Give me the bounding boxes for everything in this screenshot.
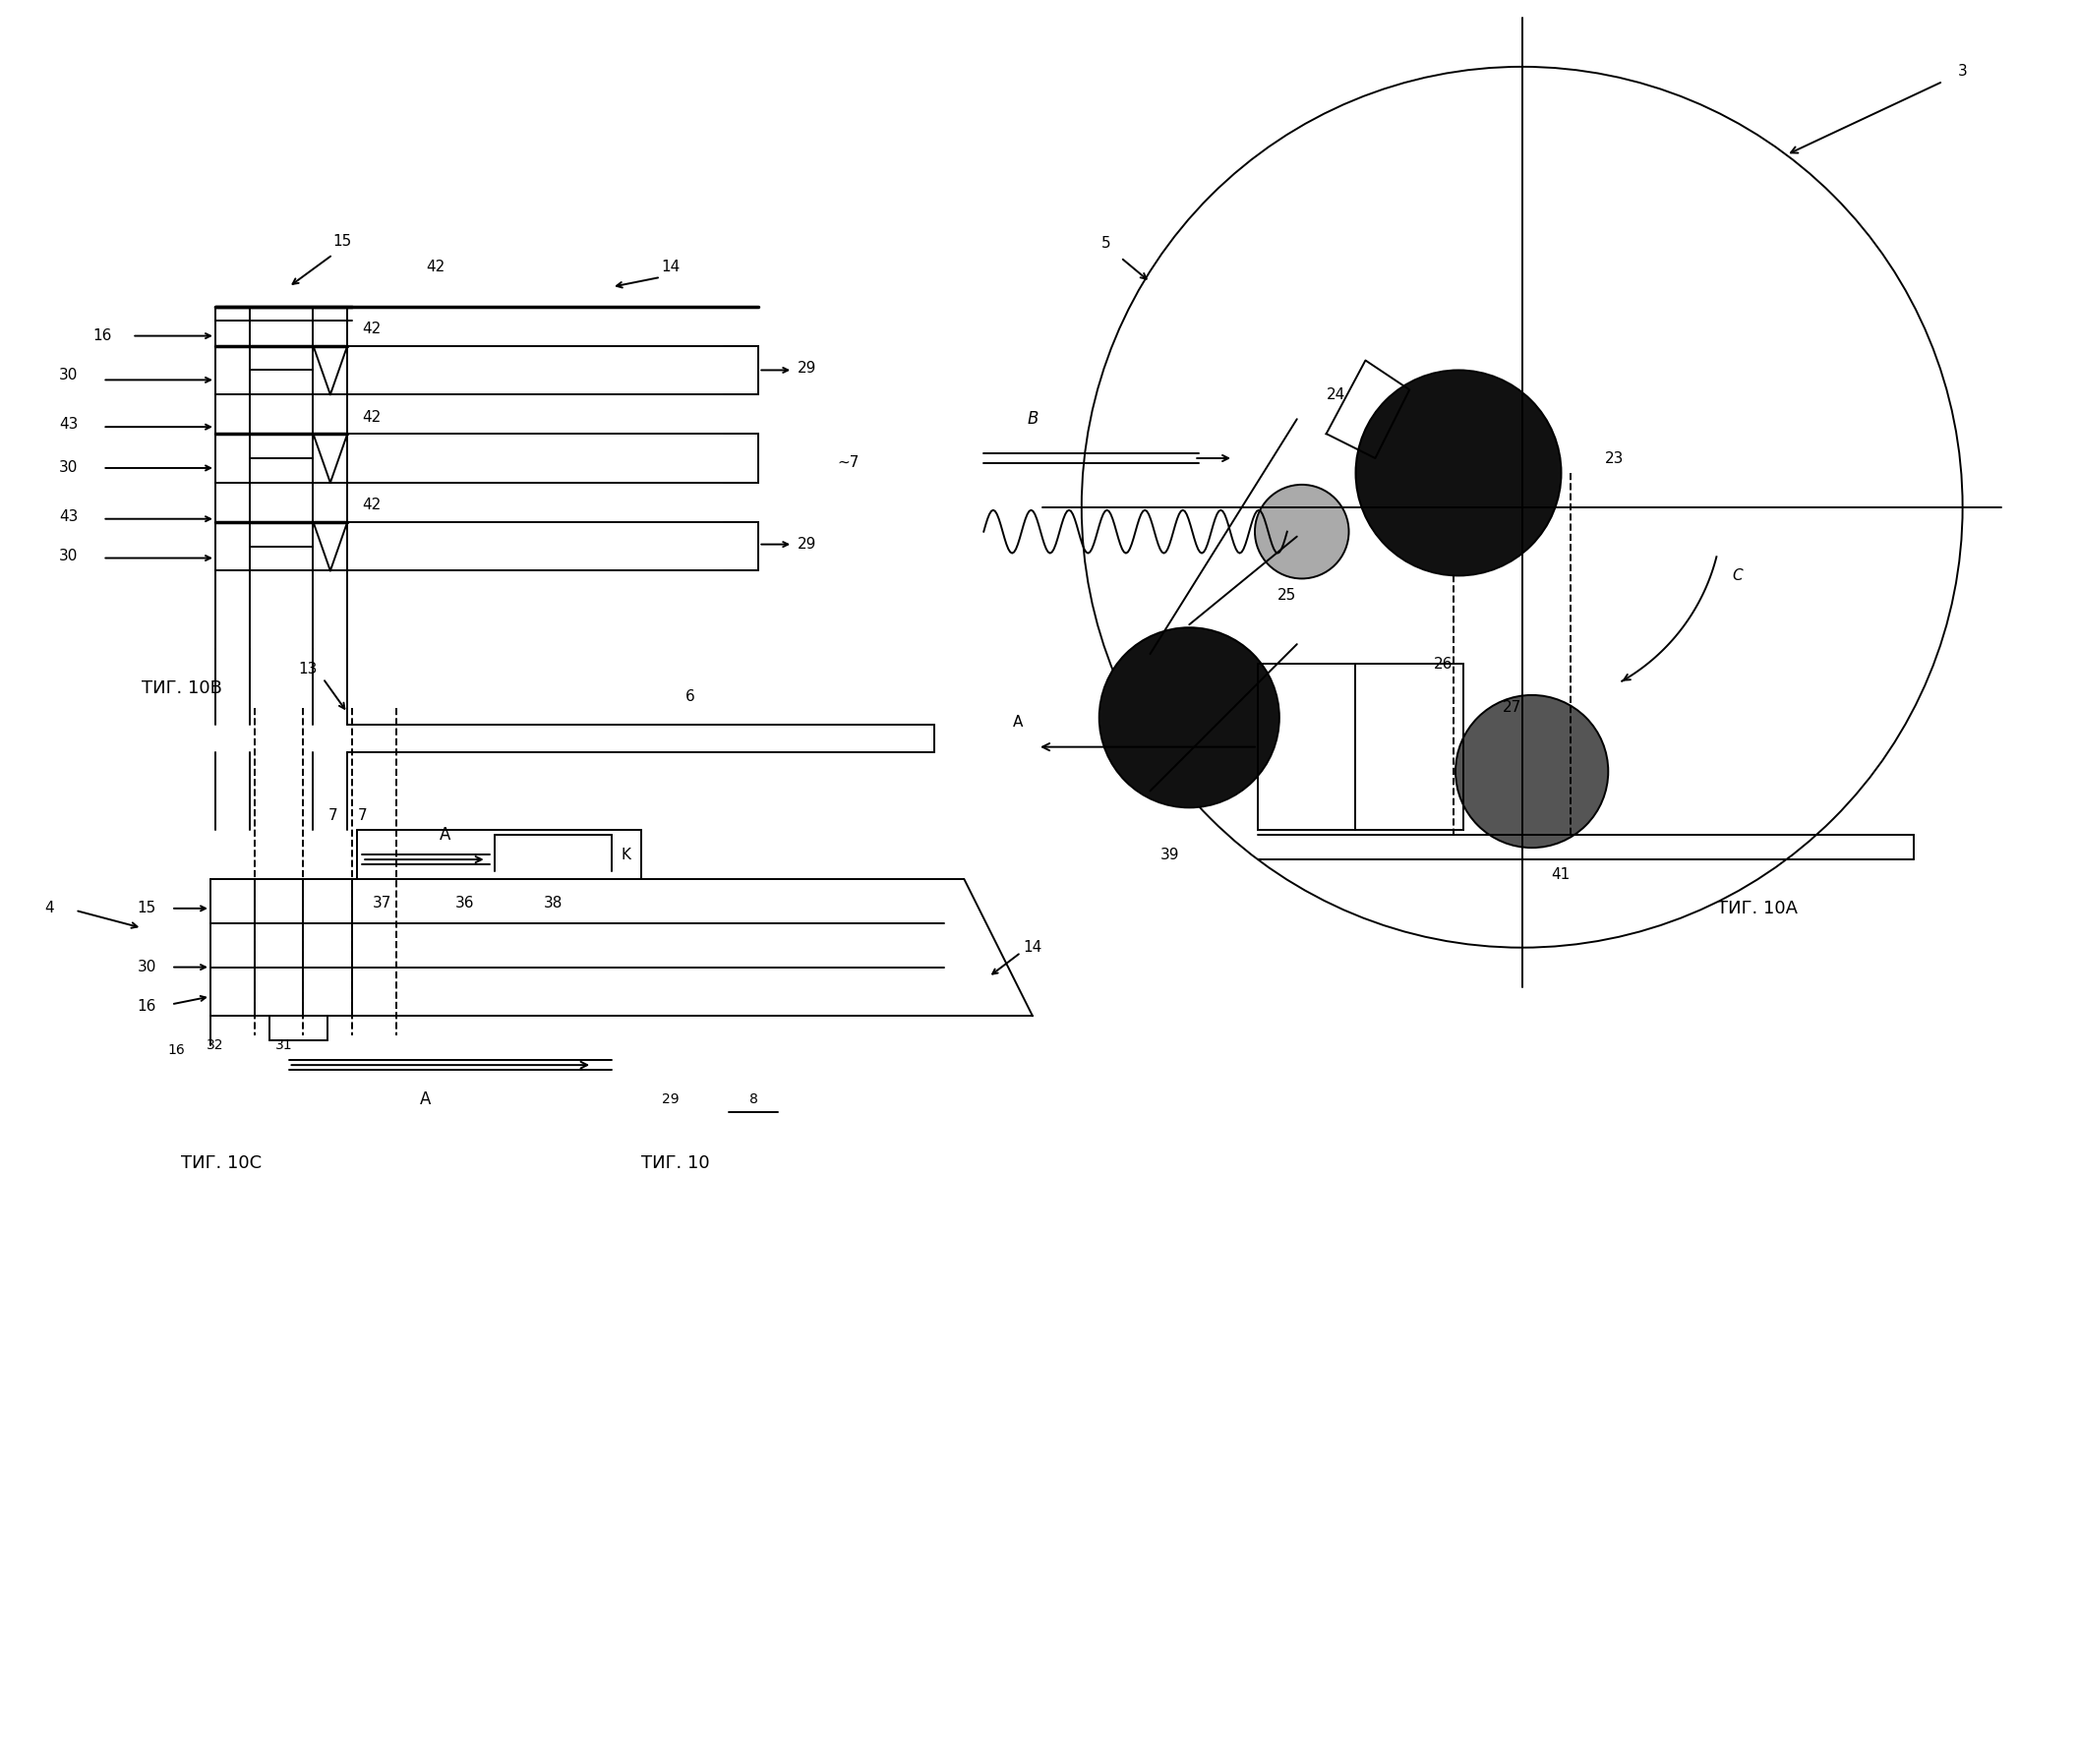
Text: 41: 41 bbox=[1552, 866, 1571, 882]
Text: 7: 7 bbox=[328, 808, 337, 822]
Text: 4: 4 bbox=[44, 901, 54, 916]
Text: 29: 29 bbox=[661, 1092, 680, 1106]
Text: 26: 26 bbox=[1434, 656, 1453, 670]
Text: 31: 31 bbox=[274, 1039, 293, 1053]
Text: 43: 43 bbox=[58, 510, 79, 524]
Text: A: A bbox=[420, 1090, 432, 1108]
Text: B: B bbox=[1027, 411, 1039, 429]
Text: 42: 42 bbox=[362, 321, 380, 337]
Text: 30: 30 bbox=[58, 460, 79, 475]
Text: 6: 6 bbox=[686, 690, 694, 704]
Text: 5: 5 bbox=[1101, 236, 1112, 250]
Text: 32: 32 bbox=[206, 1039, 224, 1053]
Text: 37: 37 bbox=[372, 896, 391, 910]
Text: 30: 30 bbox=[58, 549, 79, 563]
Text: 16: 16 bbox=[168, 1044, 185, 1057]
Text: 23: 23 bbox=[1606, 452, 1625, 466]
Text: A: A bbox=[441, 826, 451, 843]
Text: 16: 16 bbox=[94, 328, 112, 344]
Text: 42: 42 bbox=[362, 409, 380, 425]
Circle shape bbox=[1255, 485, 1349, 579]
Text: 7: 7 bbox=[357, 808, 368, 822]
Text: 15: 15 bbox=[332, 233, 351, 249]
Circle shape bbox=[1099, 628, 1280, 808]
Text: K: K bbox=[621, 847, 632, 863]
Text: C: C bbox=[1733, 568, 1743, 584]
Text: 14: 14 bbox=[1022, 940, 1041, 954]
Text: 29: 29 bbox=[798, 536, 817, 552]
Circle shape bbox=[1355, 370, 1561, 575]
Text: 42: 42 bbox=[362, 497, 380, 513]
Text: 25: 25 bbox=[1278, 587, 1297, 603]
Text: 15: 15 bbox=[137, 901, 156, 916]
Text: 14: 14 bbox=[661, 259, 680, 275]
Text: 39: 39 bbox=[1160, 847, 1180, 863]
Text: 3: 3 bbox=[1957, 64, 1968, 79]
Text: 13: 13 bbox=[299, 662, 318, 676]
Text: ~7: ~7 bbox=[837, 455, 858, 471]
Text: A: A bbox=[1012, 714, 1022, 730]
Bar bbox=[1257, 663, 1463, 831]
Text: 27: 27 bbox=[1502, 700, 1521, 714]
Text: ΤИГ. 10: ΤИГ. 10 bbox=[642, 1154, 709, 1171]
Text: 16: 16 bbox=[137, 998, 156, 1014]
Text: 30: 30 bbox=[58, 367, 79, 383]
Text: 8: 8 bbox=[750, 1092, 758, 1106]
Text: 42: 42 bbox=[426, 259, 445, 275]
Text: ΤИГ. 10С: ΤИГ. 10С bbox=[181, 1154, 262, 1171]
Text: ΤИГ. 10A: ΤИГ. 10A bbox=[1716, 900, 1797, 917]
Text: 24: 24 bbox=[1326, 388, 1347, 402]
Text: 36: 36 bbox=[455, 896, 474, 910]
Text: 30: 30 bbox=[137, 960, 156, 974]
Circle shape bbox=[1455, 695, 1608, 848]
Text: ΤИГ. 10В: ΤИГ. 10В bbox=[141, 679, 222, 697]
Text: 29: 29 bbox=[798, 362, 817, 376]
Text: 43: 43 bbox=[58, 416, 79, 432]
Text: 38: 38 bbox=[544, 896, 563, 910]
